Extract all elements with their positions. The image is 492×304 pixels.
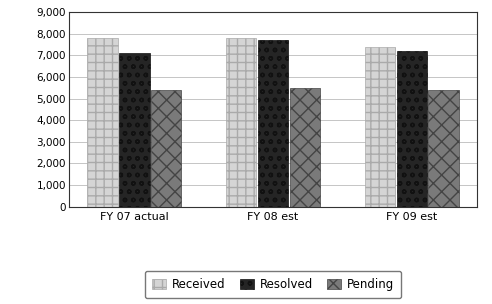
Bar	[88, 38, 118, 207]
Bar	[226, 38, 256, 207]
Bar	[290, 88, 320, 207]
Bar	[120, 53, 150, 207]
Bar	[151, 90, 182, 207]
Bar	[397, 51, 427, 207]
Bar	[429, 90, 459, 207]
Bar	[365, 47, 395, 207]
Bar	[258, 40, 288, 207]
Legend: Received, Resolved, Pending: Received, Resolved, Pending	[145, 271, 401, 298]
